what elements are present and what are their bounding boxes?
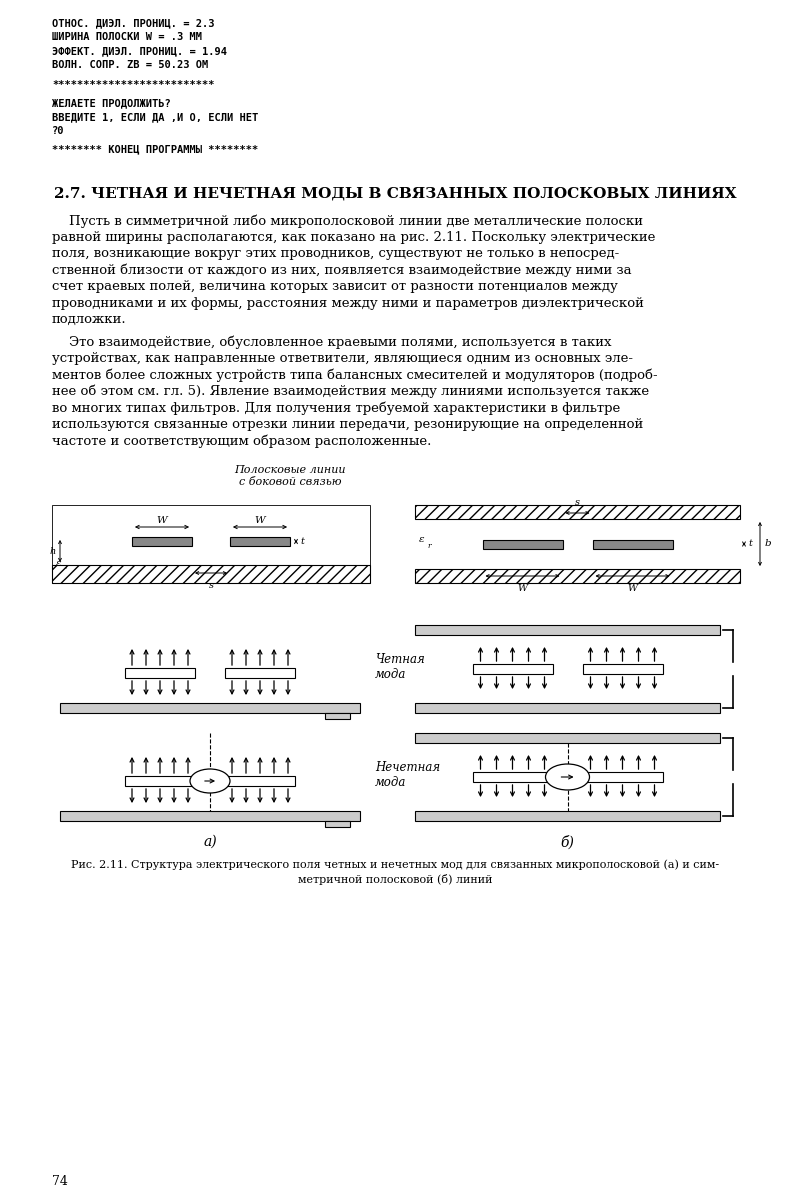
Bar	[415, 505, 740, 518]
Text: +: +	[507, 662, 517, 676]
Text: ε: ε	[56, 558, 62, 568]
Text: ВВЕДИТЕ 1, ЕСЛИ ДА ,И О, ЕСЛИ НЕТ: ВВЕДИТЕ 1, ЕСЛИ ДА ,И О, ЕСЛИ НЕТ	[52, 112, 258, 122]
Bar	[60, 811, 360, 821]
Text: r: r	[64, 563, 68, 571]
Text: +: +	[254, 666, 265, 679]
Text: а): а)	[203, 835, 216, 850]
Text: s: s	[575, 498, 580, 506]
Text: r: r	[427, 542, 431, 550]
Text: счет краевых полей, величина которых зависит от разности потенциалов между: счет краевых полей, величина которых зав…	[52, 280, 618, 293]
Text: +: +	[155, 774, 165, 787]
Text: ЭФФЕКТ. ДИЭЛ. ПРОНИЦ. = 1.94: ЭФФЕКТ. ДИЭЛ. ПРОНИЦ. = 1.94	[52, 46, 227, 56]
Text: равной ширины располагаются, как показано на рис. 2.11. Поскольку электрические: равной ширины располагаются, как показан…	[52, 230, 656, 244]
Text: −: −	[254, 774, 266, 788]
Text: ******** КОНЕЦ ПРОГРАММЫ ********: ******** КОНЕЦ ПРОГРАММЫ ********	[52, 144, 258, 154]
Bar	[125, 668, 195, 678]
Text: ?0: ?0	[52, 126, 65, 136]
Text: во многих типах фильтров. Для получения требуемой характеристики в фильтре: во многих типах фильтров. Для получения …	[52, 402, 620, 415]
Bar	[483, 540, 562, 548]
Bar	[582, 772, 663, 782]
Text: +: +	[155, 666, 165, 679]
Text: h: h	[50, 546, 56, 556]
Bar	[472, 772, 552, 782]
Text: метричной полосковой (б) линий: метричной полосковой (б) линий	[298, 874, 492, 886]
Ellipse shape	[190, 769, 230, 793]
Text: Полосковые линии
с боковой связью: Полосковые линии с боковой связью	[235, 464, 346, 487]
Text: −: −	[616, 769, 629, 785]
Bar	[325, 713, 350, 719]
Text: устройствах, как направленные ответвители, являющиеся одним из основных эле-: устройствах, как направленные ответвител…	[52, 352, 633, 365]
Text: нее об этом см. гл. 5). Явление взаимодействия между линиями используется также: нее об этом см. гл. 5). Явление взаимоде…	[52, 385, 649, 398]
Text: подложки.: подложки.	[52, 313, 126, 326]
Bar	[582, 664, 663, 674]
Text: W: W	[627, 584, 638, 593]
Text: +: +	[507, 770, 517, 784]
Text: ментов более сложных устройств типа балансных смесителей и модуляторов (подроб-: ментов более сложных устройств типа бала…	[52, 368, 657, 382]
Bar	[415, 569, 740, 583]
Text: ственной близости от каждого из них, появляется взаимодействие между ними за: ственной близости от каждого из них, поя…	[52, 264, 632, 277]
Bar	[415, 733, 720, 743]
Bar	[132, 538, 192, 546]
Text: +: +	[617, 662, 628, 676]
Text: W: W	[254, 516, 265, 526]
Text: t: t	[748, 540, 752, 548]
Bar	[125, 776, 195, 786]
Text: s: s	[209, 581, 213, 590]
Text: Это взаимодействие, обусловленное краевыми полями, используется в таких: Это взаимодействие, обусловленное краевы…	[52, 336, 611, 349]
Text: W: W	[517, 584, 528, 593]
Bar	[415, 703, 720, 713]
Text: ШИРИНА ПОЛОСКИ W = .3 ММ: ШИРИНА ПОЛОСКИ W = .3 ММ	[52, 32, 202, 42]
Bar	[52, 505, 370, 583]
Bar	[325, 821, 350, 827]
Text: 74: 74	[52, 1175, 68, 1188]
Bar	[472, 664, 552, 674]
Text: Пусть в симметричной либо микрополосковой линии две металлические полоски: Пусть в симметричной либо микрополосково…	[52, 214, 643, 228]
Text: б): б)	[561, 835, 574, 850]
Bar	[225, 668, 295, 678]
Bar	[60, 703, 360, 713]
Text: t: t	[300, 538, 304, 546]
Bar	[230, 538, 290, 546]
Text: **************************: **************************	[52, 80, 215, 90]
Text: ОТНОС. ДИЭЛ. ПРОНИЦ. = 2.3: ОТНОС. ДИЭЛ. ПРОНИЦ. = 2.3	[52, 18, 215, 28]
Text: 2.7. ЧЕТНАЯ И НЕЧЕТНАЯ МОДЫ В СВЯЗАННЫХ ПОЛОСКОВЫХ ЛИНИЯХ: 2.7. ЧЕТНАЯ И НЕЧЕТНАЯ МОДЫ В СВЯЗАННЫХ …	[54, 186, 736, 200]
Text: ВОЛН. СОПР. ZB = 50.23 ОМ: ВОЛН. СОПР. ZB = 50.23 ОМ	[52, 60, 209, 70]
Ellipse shape	[546, 764, 589, 790]
Text: проводниками и их формы, расстояния между ними и параметров диэлектрической: проводниками и их формы, расстояния межд…	[52, 296, 644, 310]
Bar	[225, 776, 295, 786]
Text: ε: ε	[419, 535, 425, 545]
Bar	[415, 811, 720, 821]
Bar	[415, 625, 720, 635]
Text: Нечетная
мода: Нечетная мода	[375, 761, 440, 790]
Text: Рис. 2.11. Структура электрического поля четных и нечетных мод для связанных мик: Рис. 2.11. Структура электрического поля…	[71, 859, 719, 870]
Text: W: W	[156, 516, 167, 526]
Bar	[592, 540, 672, 548]
Text: b: b	[765, 540, 772, 548]
Bar	[52, 565, 370, 583]
Text: ЖЕЛАЕТЕ ПРОДОЛЖИТЬ?: ЖЕЛАЕТЕ ПРОДОЛЖИТЬ?	[52, 98, 171, 108]
Text: используются связанные отрезки линии передачи, резонирующие на определенной: используются связанные отрезки линии пер…	[52, 418, 643, 431]
Text: частоте и соответствующим образом расположенные.: частоте и соответствующим образом распол…	[52, 434, 431, 448]
Text: Четная
мода: Четная мода	[375, 653, 425, 680]
Text: поля, возникающие вокруг этих проводников, существуют не только в непосред-: поля, возникающие вокруг этих проводнико…	[52, 247, 619, 260]
